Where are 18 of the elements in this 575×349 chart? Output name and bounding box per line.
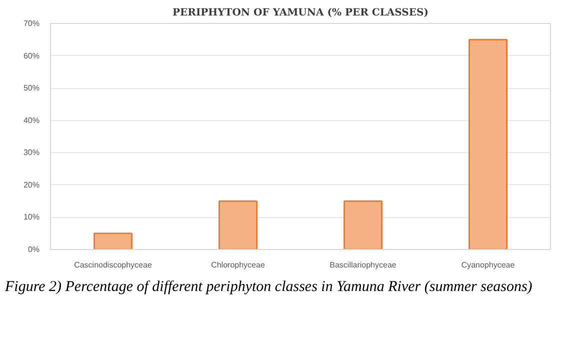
y-tick-label: 20% [23, 180, 40, 190]
y-tick-label: 0% [28, 245, 40, 254]
x-tick-label: Cascinodiscophyceae [74, 260, 152, 270]
x-tick-label: Chlorophyceae [211, 260, 266, 270]
bar [218, 200, 258, 250]
bar [94, 232, 132, 250]
x-tick-label: Cyanophyceae [461, 260, 516, 270]
y-tick-label: 50% [23, 84, 40, 93]
x-tick-label: Bascillariophyceae [330, 260, 397, 270]
y-tick-label: 60% [23, 51, 40, 60]
y-tick-label: 70% [23, 19, 40, 28]
caption: Figure 2) Percentage of different periphyton classes in Yamuna River (summer seasons) [5, 278, 534, 297]
bar [468, 38, 508, 250]
y-tick-label: 10% [23, 212, 40, 222]
y-tick-label: 40% [23, 116, 40, 125]
bar [344, 200, 382, 250]
y-tick-label: 30% [23, 148, 40, 158]
chart-title: PERIPHYTON OF YAMUNA (% PER CLASSES) [172, 8, 428, 18]
